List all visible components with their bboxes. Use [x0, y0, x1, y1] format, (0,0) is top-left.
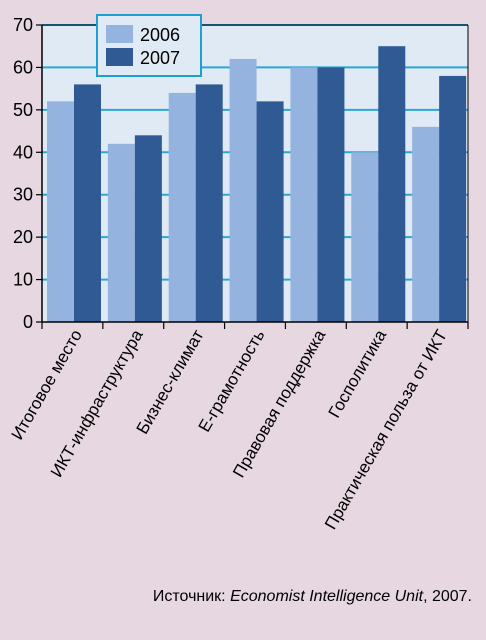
source-suffix: , 2007. — [423, 588, 472, 605]
bar-2007-5 — [378, 46, 406, 322]
bar-2006-0 — [47, 101, 74, 322]
bar-2006-2 — [168, 92, 196, 322]
legend-swatch-2007 — [106, 48, 133, 66]
bar-2006-1 — [107, 143, 135, 322]
bar-2006-6 — [412, 126, 440, 322]
source-note: Источник: Economist Intelligence Unit, 2… — [153, 588, 472, 606]
y-tick-label-0: 0 — [23, 312, 33, 332]
source-prefix: Источник: — [152, 588, 231, 605]
bar-2006-3 — [229, 58, 257, 322]
y-tick-label-1: 10 — [13, 270, 33, 290]
source-italic: Economist Intelligence Unit — [230, 588, 424, 605]
bar-2007-6 — [439, 75, 467, 323]
bar-2007-1 — [134, 135, 162, 322]
y-tick-label-5: 50 — [13, 100, 33, 120]
bar-2007-2 — [195, 84, 223, 323]
bar-2007-4 — [317, 67, 345, 322]
bar-2007-3 — [256, 101, 284, 322]
category-label-5: Госполитика — [325, 326, 391, 421]
y-tick-label-7: 70 — [13, 15, 33, 35]
legend-label-2006: 2006 — [140, 25, 180, 45]
bar-2007-0 — [74, 84, 101, 323]
y-tick-label-4: 40 — [13, 142, 33, 162]
category-label-6: Практическая польза от ИКТ — [321, 326, 451, 532]
category-label-3: E-грамотность — [195, 326, 269, 435]
bar-2006-5 — [351, 152, 379, 322]
legend-swatch-2006 — [106, 25, 133, 43]
category-label-2: Бизнес-климат — [133, 326, 208, 437]
y-tick-label-3: 30 — [13, 185, 33, 205]
legend-label-2007: 2007 — [140, 48, 180, 68]
bar-2006-4 — [290, 67, 318, 322]
y-tick-label-2: 20 — [13, 227, 33, 247]
y-tick-label-6: 60 — [13, 57, 33, 77]
